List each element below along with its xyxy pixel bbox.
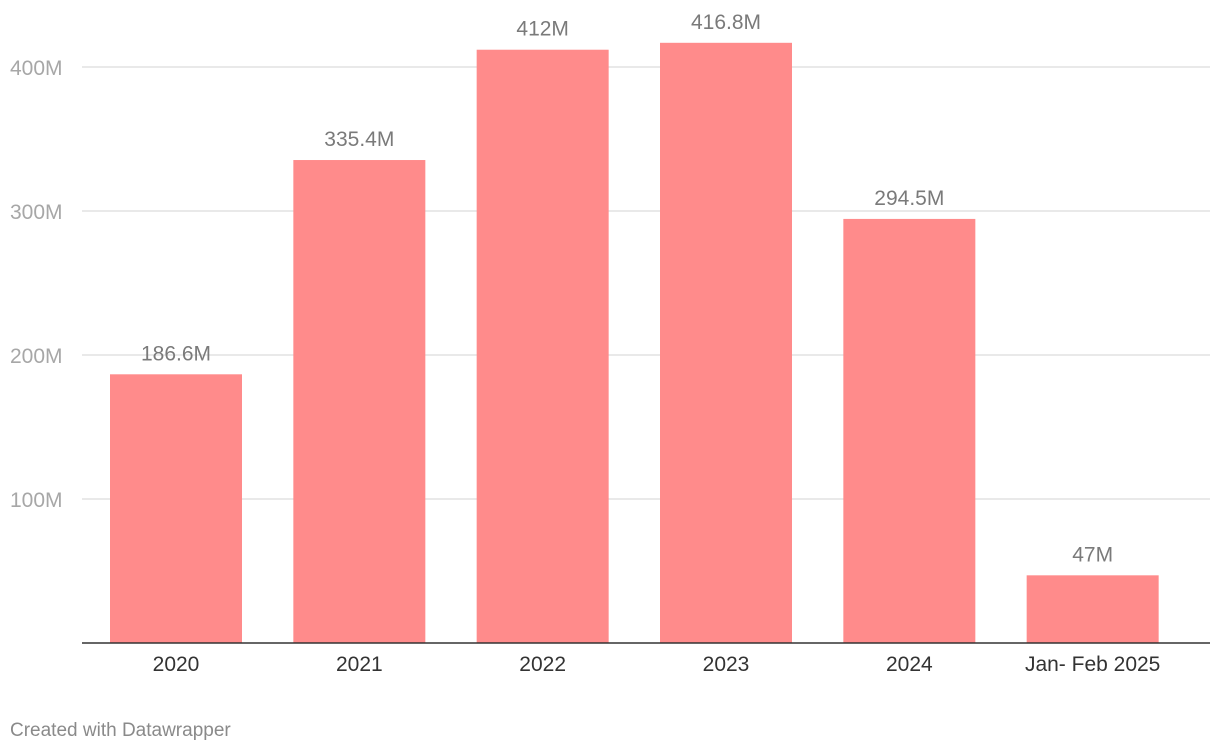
x-tick-label: 2023 [703,653,750,676]
bar[interactable] [293,160,426,644]
data-labels: 186.6M 335.4M 412M 416.8M 294.5M 47M [141,11,1113,567]
y-tick-label: 200M [10,345,63,368]
x-axis: 2020 2021 2022 2023 2024 Jan- Feb 2025 [82,642,1210,676]
bar-value-label: 294.5M [874,187,944,210]
x-tick-label: Jan- Feb 2025 [1025,653,1160,676]
x-tick-label: 2024 [886,653,933,676]
x-tick-label: 2021 [336,653,383,676]
x-tick-label: 2020 [153,653,200,676]
bar[interactable] [110,374,242,643]
bar-value-label: 47M [1072,543,1113,566]
bar-chart: 100M 200M 300M 400M 186.6M 335.4M 412M 416.8M 2… [10,11,1210,676]
bars [110,42,1159,644]
bar[interactable] [1026,575,1159,643]
y-tick-label: 100M [10,489,63,512]
bar[interactable] [843,218,976,644]
credit-footer[interactable]: Created with Datawrapper [10,720,231,741]
y-tick-label: 300M [10,201,63,224]
bar[interactable] [660,42,792,644]
bar-value-label: 335.4M [324,128,394,151]
bar-value-label: 416.8M [691,11,761,34]
x-tick-label: 2022 [519,653,566,676]
bar-value-label: 186.6M [141,342,211,365]
bar-value-label: 412M [516,18,569,41]
bar[interactable] [476,49,609,644]
y-tick-label: 400M [10,57,63,80]
gridlines: 100M 200M 300M 400M [10,57,1210,512]
